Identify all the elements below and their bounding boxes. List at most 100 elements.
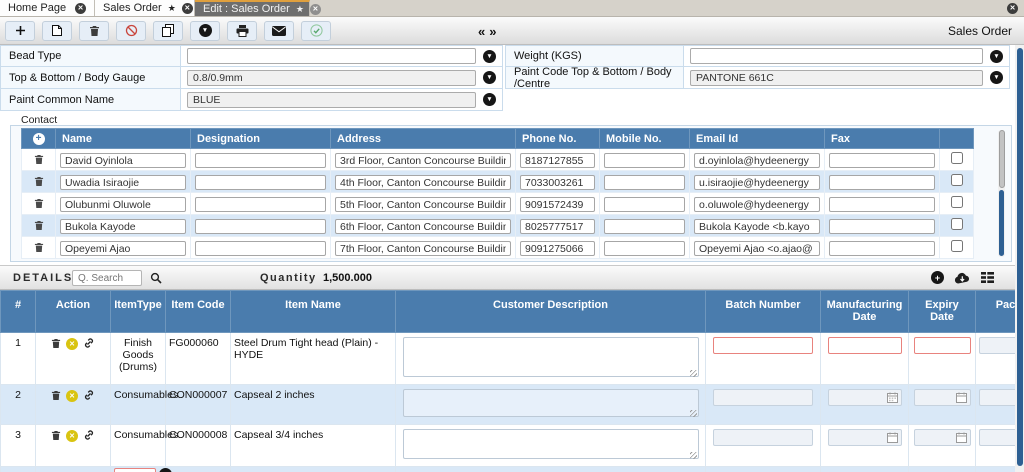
add-detail-row-icon[interactable]: + [931, 271, 944, 284]
paint-common-name-input[interactable] [187, 91, 476, 108]
contact-mobile-input[interactable] [604, 197, 685, 212]
contact-select-checkbox[interactable] [950, 239, 963, 252]
link-item-icon[interactable] [83, 337, 95, 349]
contact-select-checkbox[interactable] [950, 151, 963, 164]
print-button[interactable] [227, 20, 257, 41]
contact-phone-input[interactable] [520, 197, 595, 212]
paint-code-input[interactable] [690, 69, 983, 86]
delete-contact-icon[interactable] [34, 198, 44, 209]
tab-home-page[interactable]: Home Page ✕ [0, 0, 95, 16]
paste-button[interactable] [42, 20, 72, 41]
packing-input[interactable] [979, 429, 1024, 446]
contact-name-input[interactable] [60, 241, 186, 256]
customer-description-textarea[interactable] [402, 337, 699, 377]
search-icon[interactable] [150, 272, 162, 284]
tab-edit-sales-order[interactable]: Edit : Sales Order ★ ✕ [195, 0, 321, 16]
contact-address-input[interactable] [335, 241, 511, 256]
contact-designation-input[interactable] [195, 153, 326, 168]
contact-phone-input[interactable] [520, 241, 595, 256]
contact-address-input[interactable] [335, 153, 511, 168]
add-button[interactable] [5, 20, 35, 41]
add-contact-icon[interactable]: + [32, 132, 45, 145]
contact-scrollbar[interactable] [998, 130, 1005, 257]
delete-contact-icon[interactable] [34, 176, 44, 187]
delete-contact-icon[interactable] [34, 154, 44, 165]
close-icon[interactable]: ✕ [309, 3, 321, 15]
manufacturing-date-input[interactable] [827, 337, 902, 354]
page-scrollbar[interactable] [1016, 48, 1023, 466]
contact-phone-input[interactable] [520, 153, 595, 168]
contact-mobile-input[interactable] [604, 175, 685, 190]
contact-fax-input[interactable] [829, 219, 935, 234]
contact-email-input[interactable] [694, 241, 820, 256]
contact-designation-input[interactable] [195, 219, 326, 234]
contact-phone-input[interactable] [520, 175, 595, 190]
delete-button[interactable] [79, 20, 109, 41]
customer-description-textarea[interactable] [402, 389, 699, 417]
chevron-down-icon[interactable] [990, 71, 1003, 84]
cancel-button[interactable] [116, 20, 146, 41]
mail-button[interactable] [264, 20, 294, 41]
contact-select-checkbox[interactable] [950, 195, 963, 208]
batch-number-input[interactable] [713, 389, 813, 406]
link-item-icon[interactable] [83, 429, 95, 441]
star-icon[interactable]: ★ [295, 3, 304, 14]
contact-email-input[interactable] [694, 175, 820, 190]
approve-button[interactable] [301, 20, 331, 41]
close-icon[interactable]: ✕ [181, 2, 193, 14]
delete-item-icon[interactable] [51, 338, 61, 349]
delete-item-icon[interactable] [51, 390, 61, 401]
close-all-tabs-icon[interactable]: ✕ [1007, 2, 1018, 14]
batch-number-input[interactable] [713, 337, 813, 354]
contact-phone-input[interactable] [520, 219, 595, 234]
contact-name-input[interactable] [60, 175, 186, 190]
expiry-date-input[interactable] [913, 337, 971, 354]
packing-input[interactable] [979, 337, 1024, 354]
contact-address-input[interactable] [335, 197, 511, 212]
delete-contact-icon[interactable] [34, 242, 44, 253]
packing-input[interactable] [979, 389, 1024, 406]
contact-fax-input[interactable] [829, 241, 935, 256]
clear-item-icon[interactable]: ✕ [66, 338, 78, 350]
close-icon[interactable]: ✕ [75, 2, 86, 14]
contact-mobile-input[interactable] [604, 153, 685, 168]
contact-address-input[interactable] [335, 219, 511, 234]
delete-contact-icon[interactable] [34, 220, 44, 231]
contact-email-input[interactable] [694, 219, 820, 234]
contact-email-input[interactable] [694, 153, 820, 168]
contact-mobile-input[interactable] [604, 241, 685, 256]
contact-designation-input[interactable] [195, 175, 326, 190]
contact-designation-input[interactable] [195, 197, 326, 212]
contact-mobile-input[interactable] [604, 219, 685, 234]
chevron-down-icon[interactable] [990, 49, 1003, 63]
clear-item-icon[interactable]: ✕ [66, 390, 78, 402]
cloud-download-icon[interactable] [954, 272, 971, 284]
copy-button[interactable] [153, 20, 183, 41]
gauge-input[interactable] [187, 69, 476, 86]
batch-number-input[interactable] [713, 429, 813, 446]
contact-name-input[interactable] [60, 219, 186, 234]
manufacturing-date-input[interactable] [827, 429, 902, 446]
contact-address-input[interactable] [335, 175, 511, 190]
details-search-input[interactable] [72, 270, 142, 286]
next-record-icon[interactable]: » [489, 23, 497, 39]
chevron-down-icon[interactable] [483, 49, 496, 63]
chevron-down-icon[interactable] [483, 71, 496, 84]
chevron-down-icon[interactable] [483, 93, 496, 106]
weight-input[interactable] [690, 48, 983, 64]
bead-type-input[interactable] [187, 48, 476, 64]
contact-select-checkbox[interactable] [950, 217, 963, 230]
contact-select-checkbox[interactable] [950, 173, 963, 186]
contact-name-input[interactable] [60, 153, 186, 168]
chevron-down-icon[interactable] [158, 468, 172, 472]
grid-columns-icon[interactable] [981, 272, 994, 283]
contact-email-input[interactable] [694, 197, 820, 212]
customer-description-textarea[interactable] [402, 429, 699, 459]
delete-item-icon[interactable] [51, 430, 61, 441]
contact-fax-input[interactable] [829, 153, 935, 168]
prev-record-icon[interactable]: « [478, 23, 486, 39]
contact-designation-input[interactable] [195, 241, 326, 256]
link-item-icon[interactable] [83, 389, 95, 401]
contact-fax-input[interactable] [829, 197, 935, 212]
item-type-input[interactable] [114, 468, 156, 472]
